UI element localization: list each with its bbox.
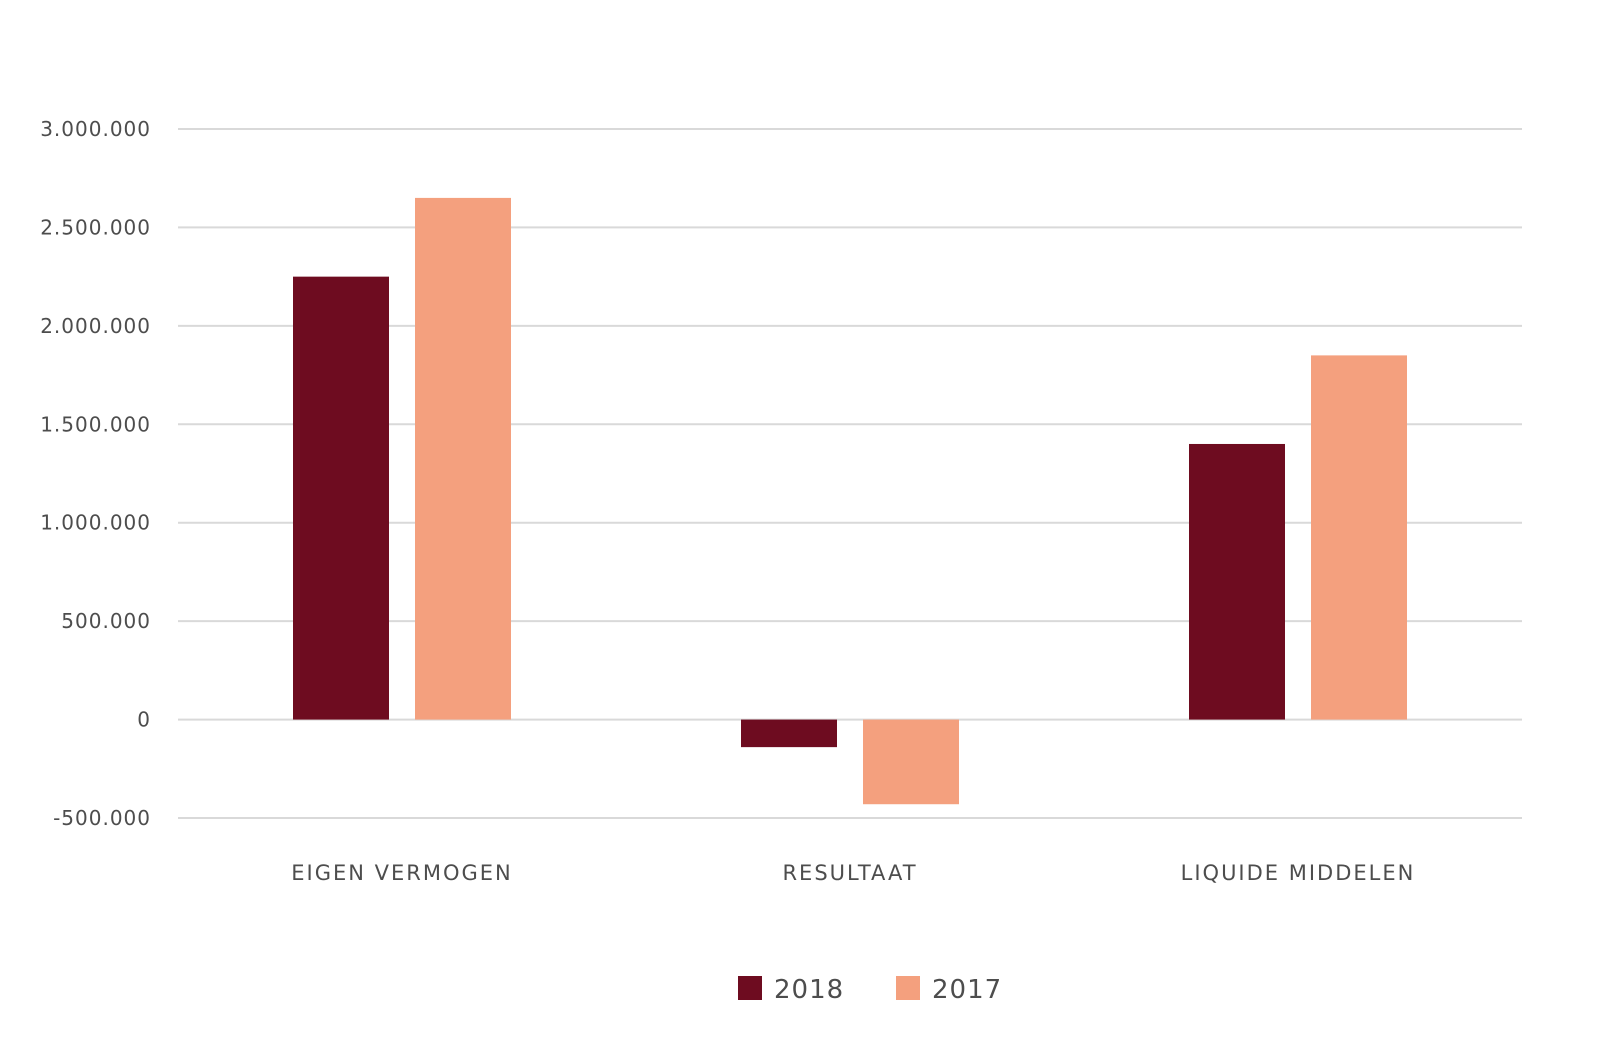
x-category-label: RESULTAAT xyxy=(782,861,917,885)
x-category-label: EIGEN VERMOGEN xyxy=(291,861,513,885)
bar-2018-2 xyxy=(1189,443,1285,720)
bar-2018-0 xyxy=(293,276,389,720)
x-category-label: LIQUIDE MIDDELEN xyxy=(1181,861,1416,885)
legend: 2018 2017 xyxy=(738,975,1002,1005)
y-tick-label: 500.000 xyxy=(61,609,151,633)
y-tick-label: 2.500.000 xyxy=(40,215,151,239)
legend-label-2018: 2018 xyxy=(774,975,844,1005)
y-axis-tick-labels: -500.000 0 500.000 1.000.000 1.500.000 2.000.… xyxy=(40,117,151,830)
bars xyxy=(293,197,1407,805)
legend-swatch-2018 xyxy=(738,976,762,1000)
bar-2017-1 xyxy=(863,719,959,805)
legend-label-2017: 2017 xyxy=(932,975,1002,1005)
y-tick-label: 1.500.000 xyxy=(40,412,151,436)
y-tick-label: 2.000.000 xyxy=(40,314,151,338)
gridlines xyxy=(178,128,1522,819)
bar-2017-0 xyxy=(415,197,511,720)
legend-swatch-2017 xyxy=(896,976,920,1000)
y-tick-label: 1.000.000 xyxy=(40,511,151,535)
y-tick-label: 0 xyxy=(137,708,151,732)
y-tick-label: 3.000.000 xyxy=(40,117,151,141)
x-axis-category-labels: EIGEN VERMOGEN RESULTAAT LIQUIDE MIDDELEN xyxy=(291,861,1416,885)
bar-2017-2 xyxy=(1311,355,1407,720)
y-tick-label: -500.000 xyxy=(53,806,151,830)
bar-2018-1 xyxy=(741,719,837,748)
